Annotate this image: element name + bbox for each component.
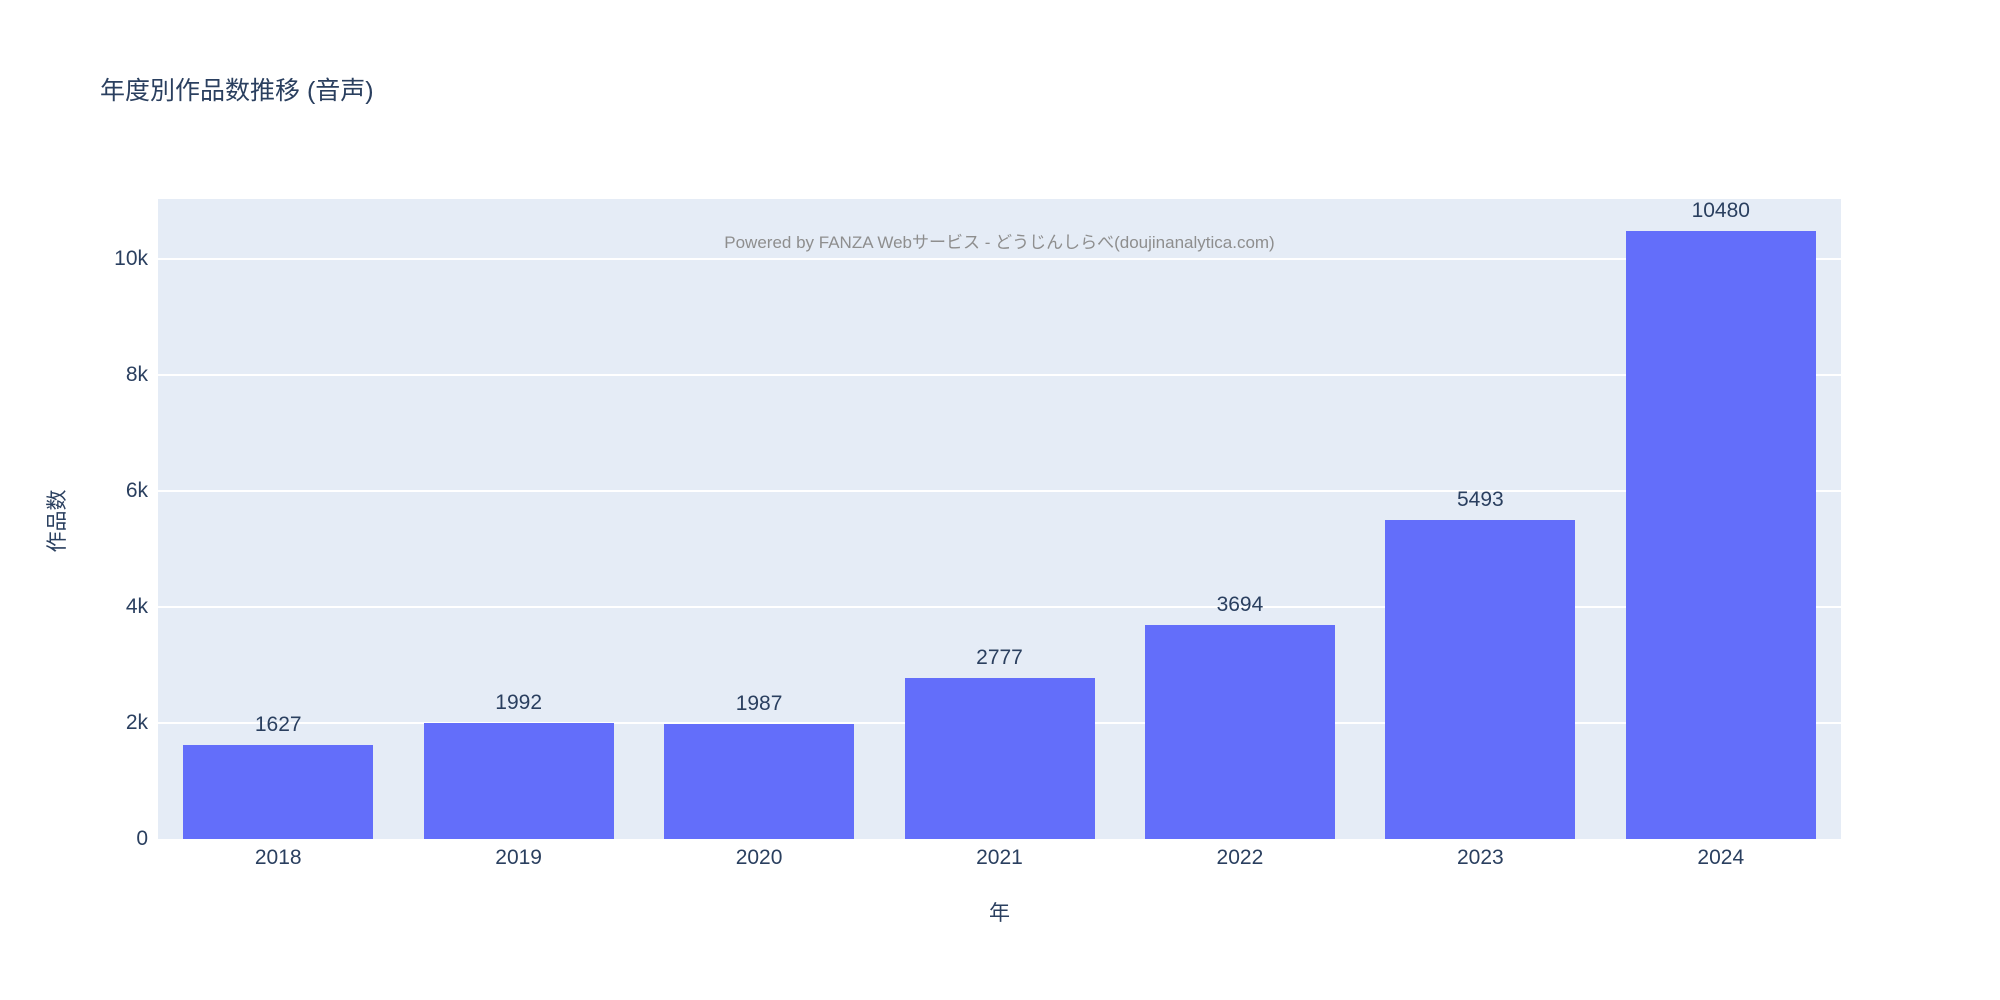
x-tick-label-2020: 2020: [735, 846, 783, 869]
x-tick-label-2022: 2022: [1216, 846, 1264, 869]
bar-2019[interactable]: [423, 723, 614, 839]
bar-2020[interactable]: [664, 723, 855, 839]
y-tick-label-6k: 6k: [125, 478, 148, 502]
bar-value-label-2024: 10480: [1691, 199, 1750, 223]
bar-2018[interactable]: [183, 744, 374, 839]
y-tick-label-4k: 4k: [125, 594, 148, 618]
bar-value-label-2022: 3694: [1216, 592, 1264, 616]
bar-value-label-2023: 5493: [1456, 488, 1504, 512]
watermark-text: Powered by FANZA Webサービス - どうじんしらべ(douji…: [724, 233, 1275, 252]
y-tick-label-2k: 2k: [125, 710, 148, 734]
gridline-10k: [158, 257, 1841, 260]
x-tick-label-2018: 2018: [254, 846, 302, 869]
y-tick-label-0: 0: [136, 827, 148, 850]
chart-title: 年度別作品数推移 (音声): [100, 77, 374, 105]
bar-value-label-2019: 1992: [495, 691, 542, 715]
y-axis-title: 作品数: [46, 489, 69, 553]
bar-2023[interactable]: [1385, 520, 1576, 839]
bar-2024[interactable]: [1625, 231, 1816, 839]
gridline-6k: [158, 489, 1841, 492]
y-tick-label-10k: 10k: [114, 246, 148, 270]
x-axis-title: 年: [989, 902, 1010, 925]
gridline-8k: [158, 373, 1841, 376]
y-tick-label-8k: 8k: [125, 362, 148, 386]
x-tick-label-2019: 2019: [495, 846, 542, 869]
bar-2022[interactable]: [1144, 624, 1335, 839]
bar-2021[interactable]: [904, 677, 1095, 839]
bar-value-label-2020: 1987: [735, 691, 783, 715]
bar-value-label-2018: 1627: [254, 712, 302, 736]
x-tick-label-2024: 2024: [1697, 846, 1745, 869]
bar-value-label-2021: 2777: [976, 645, 1023, 669]
x-tick-label-2023: 2023: [1456, 846, 1504, 869]
gridline-4k: [158, 605, 1841, 608]
x-tick-label-2021: 2021: [976, 846, 1023, 869]
